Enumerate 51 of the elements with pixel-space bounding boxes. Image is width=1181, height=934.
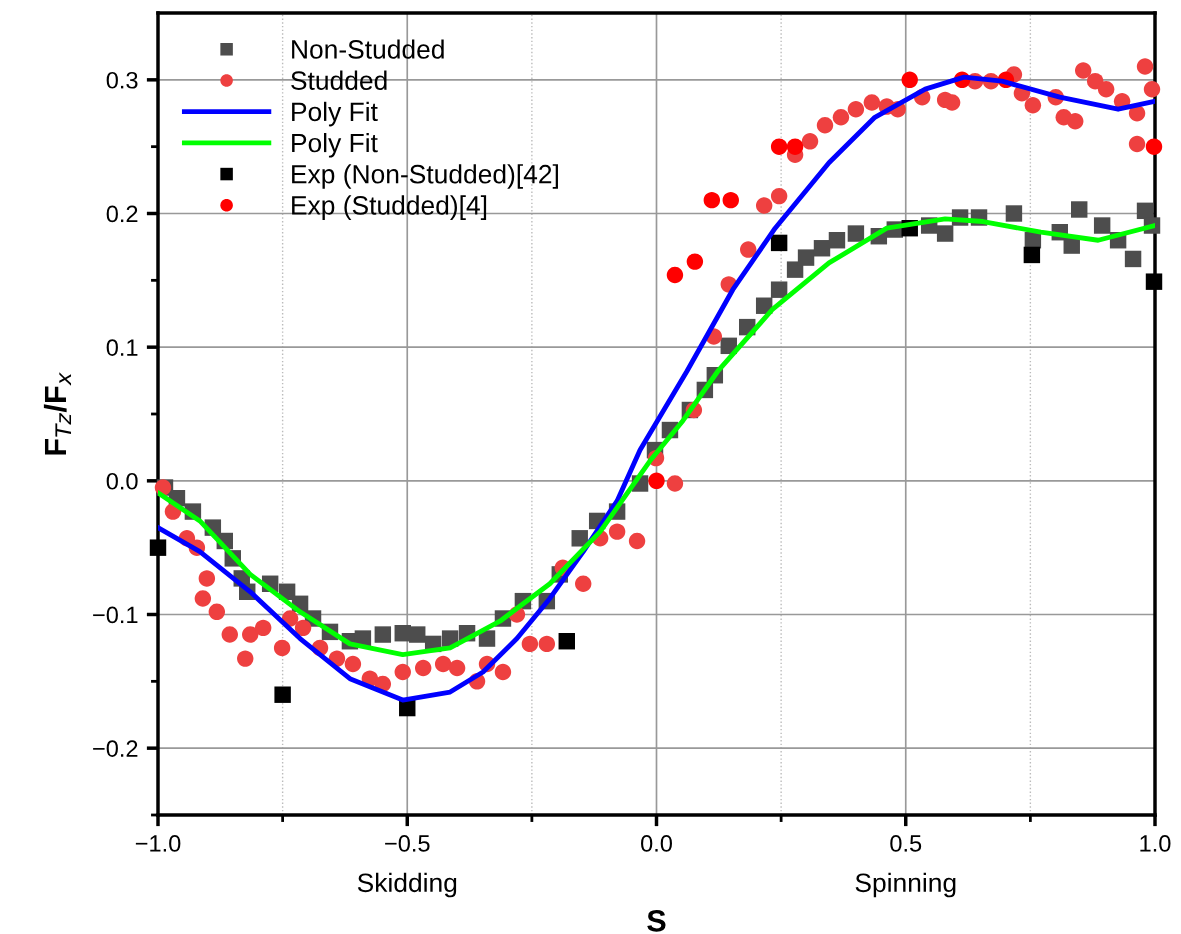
point (409, 626, 426, 643)
y-tick-label: 0.0 (106, 472, 138, 490)
point (666, 266, 684, 284)
point (374, 626, 392, 643)
legend-label: Non-Studded (292, 39, 444, 59)
legend-label: Exp (Studded)[4] (292, 195, 487, 220)
point (1005, 205, 1023, 222)
point (1093, 217, 1111, 234)
point (1124, 250, 1142, 268)
point (1145, 138, 1163, 155)
point (478, 630, 496, 647)
point (149, 539, 167, 556)
point (1023, 246, 1041, 264)
x-tick-label: 0.5 (890, 835, 922, 852)
x-tick-label: −1.0 (135, 835, 181, 852)
x-axis-title: S (647, 910, 666, 932)
point (901, 71, 918, 89)
point (703, 191, 721, 209)
point (797, 249, 815, 266)
point (770, 234, 788, 252)
legend-label: Poly Fit (292, 132, 378, 158)
point (828, 232, 846, 249)
x-tick-label: 1.0 (1140, 835, 1171, 852)
x-tick-label: 0.0 (641, 835, 672, 852)
point (274, 686, 291, 703)
y-tick-label: 0.1 (106, 339, 138, 356)
point (786, 261, 804, 278)
point (936, 225, 954, 242)
point (722, 191, 739, 209)
point (847, 225, 865, 242)
point (1145, 273, 1163, 290)
legend-label: Exp (Non-Studded)[42] (292, 164, 558, 189)
y-tick-label: 0.3 (106, 71, 138, 89)
point (558, 633, 575, 650)
text: Skidding (357, 872, 457, 898)
legend-label: Poly Fit (292, 101, 378, 127)
y-tick-label: 0.2 (106, 205, 138, 223)
y-tick-label: −0.2 (93, 740, 138, 757)
point (786, 138, 804, 155)
text: Spinning (855, 872, 956, 898)
legend-label: Studded (291, 70, 387, 90)
y-tick-label: −0.1 (93, 606, 138, 624)
y-axis-title: F$_{Tz}$/F$_{x}$ (43, 372, 72, 455)
point (648, 472, 665, 490)
point (686, 253, 704, 270)
x-tick-label: −0.5 (385, 835, 430, 852)
point (813, 240, 831, 257)
point (770, 281, 788, 298)
point (571, 530, 588, 547)
point (770, 138, 788, 155)
point (1071, 201, 1088, 218)
